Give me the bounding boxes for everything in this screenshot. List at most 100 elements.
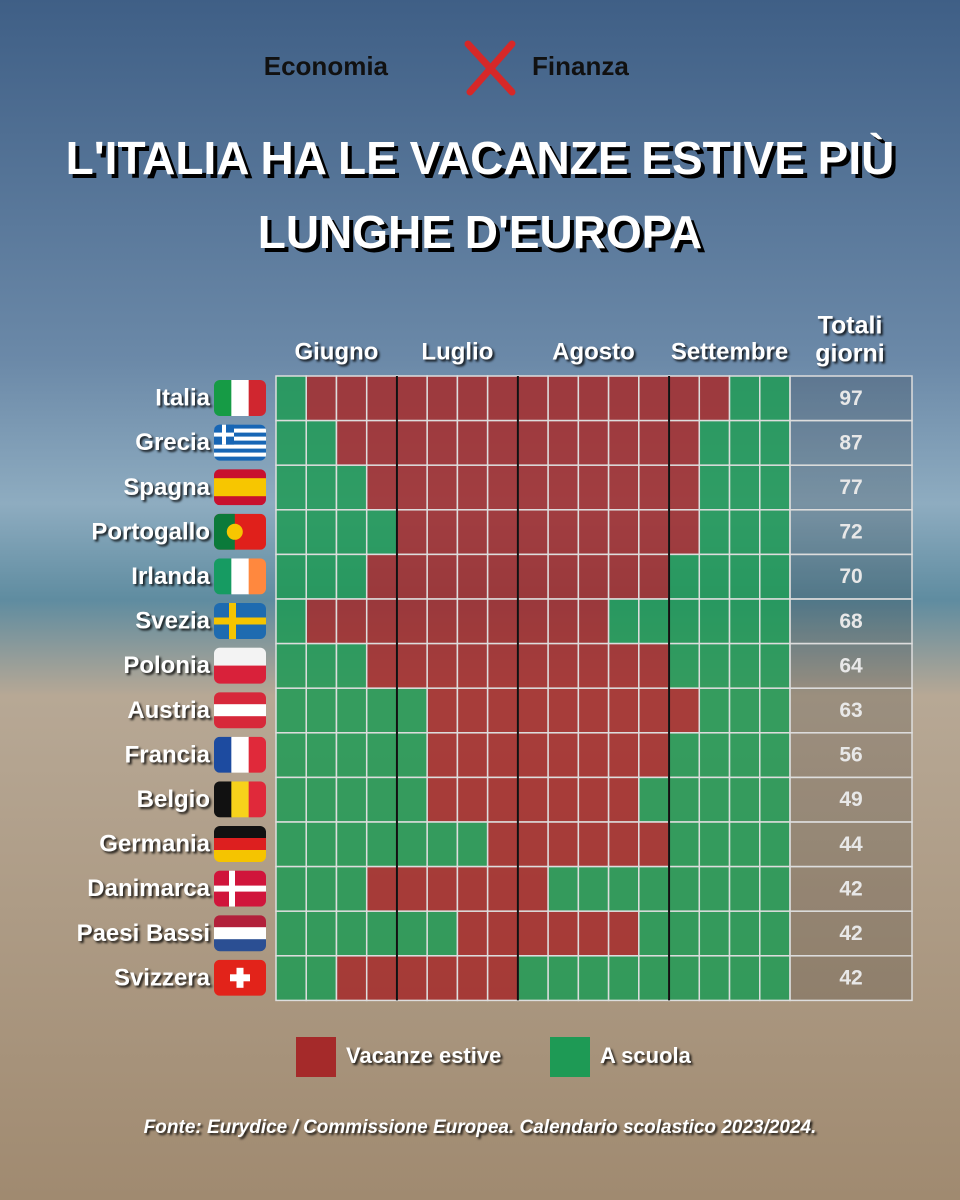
flag-part	[214, 440, 266, 446]
cell	[577, 776, 610, 823]
cell	[607, 419, 640, 466]
total-cell	[789, 419, 913, 466]
cell	[577, 687, 610, 734]
cell	[607, 464, 640, 511]
cell	[396, 865, 428, 912]
month-label: Luglio	[421, 338, 493, 365]
cell	[335, 955, 368, 1002]
flag	[214, 603, 266, 639]
cell	[305, 910, 338, 957]
cell	[456, 865, 489, 912]
flag-part	[214, 927, 266, 940]
cell	[668, 732, 701, 779]
cell	[365, 375, 398, 422]
cell	[456, 375, 489, 422]
cell	[275, 509, 307, 556]
brand-left: Economia	[264, 51, 389, 81]
cell	[335, 910, 368, 957]
cell	[426, 553, 459, 600]
cell	[517, 375, 549, 422]
total-cell	[789, 865, 913, 912]
cell	[607, 955, 640, 1002]
cell	[577, 910, 610, 957]
cell	[638, 687, 670, 734]
cell	[698, 732, 731, 779]
cell	[759, 598, 791, 645]
cell	[517, 865, 549, 912]
cell	[607, 598, 640, 645]
cell	[547, 375, 580, 422]
total-cell	[789, 776, 913, 823]
cell	[577, 865, 610, 912]
cell	[698, 955, 731, 1002]
cell	[728, 553, 761, 600]
cell	[275, 821, 307, 868]
totals-header: giorni	[815, 340, 884, 368]
cell	[607, 732, 640, 779]
cell	[396, 687, 428, 734]
cell	[728, 732, 761, 779]
total-value: 42	[839, 877, 862, 900]
cell	[396, 776, 428, 823]
cell	[456, 553, 489, 600]
cell	[638, 598, 670, 645]
flag-part	[214, 436, 266, 442]
cell	[668, 375, 701, 422]
cell	[456, 910, 489, 957]
flag-part	[214, 781, 232, 818]
cell	[486, 509, 519, 556]
cell	[728, 642, 761, 689]
cell	[517, 464, 549, 511]
total-value: 64	[839, 654, 863, 677]
cell	[517, 910, 549, 957]
month-label: Agosto	[552, 338, 635, 365]
cell	[759, 509, 791, 556]
cell	[698, 464, 731, 511]
cell	[517, 509, 549, 556]
cell	[335, 642, 368, 689]
cell	[607, 821, 640, 868]
cell	[698, 865, 731, 912]
brand-right: Finanza	[532, 51, 629, 81]
brand-x	[464, 40, 516, 96]
cell	[517, 687, 549, 734]
cell	[486, 642, 519, 689]
cell	[365, 955, 398, 1002]
cell	[365, 865, 398, 912]
cell	[426, 419, 459, 466]
cell	[698, 553, 731, 600]
cell	[577, 642, 610, 689]
country-label: Svezia	[135, 608, 210, 635]
cell	[547, 732, 580, 779]
cell	[335, 419, 368, 466]
cell	[759, 865, 791, 912]
cell	[456, 776, 489, 823]
cell	[486, 375, 519, 422]
total-value: 63	[839, 699, 862, 722]
cell	[607, 375, 640, 422]
source: Fonte: Eurydice / Commissione Europea. C…	[144, 1117, 817, 1138]
cell	[486, 732, 519, 779]
total-cell	[789, 910, 913, 957]
total-value: 70	[839, 565, 862, 588]
cell	[486, 821, 519, 868]
total-value: 56	[839, 744, 862, 767]
cell	[365, 509, 398, 556]
flag-part	[231, 736, 250, 773]
title-line: LUNGHE D'EUROPA	[258, 206, 703, 258]
cell	[456, 464, 489, 511]
country-label: Svizzera	[114, 964, 211, 991]
cell	[728, 598, 761, 645]
cell	[426, 776, 459, 823]
cell	[305, 598, 338, 645]
total-value: 72	[839, 521, 862, 544]
total-value: 77	[839, 476, 862, 499]
flag-part	[214, 424, 266, 430]
cell	[759, 419, 791, 466]
cell	[547, 955, 580, 1002]
country-label: Irlanda	[131, 563, 210, 590]
total-cell	[789, 553, 913, 600]
cell	[426, 955, 459, 1002]
cell	[396, 553, 428, 600]
